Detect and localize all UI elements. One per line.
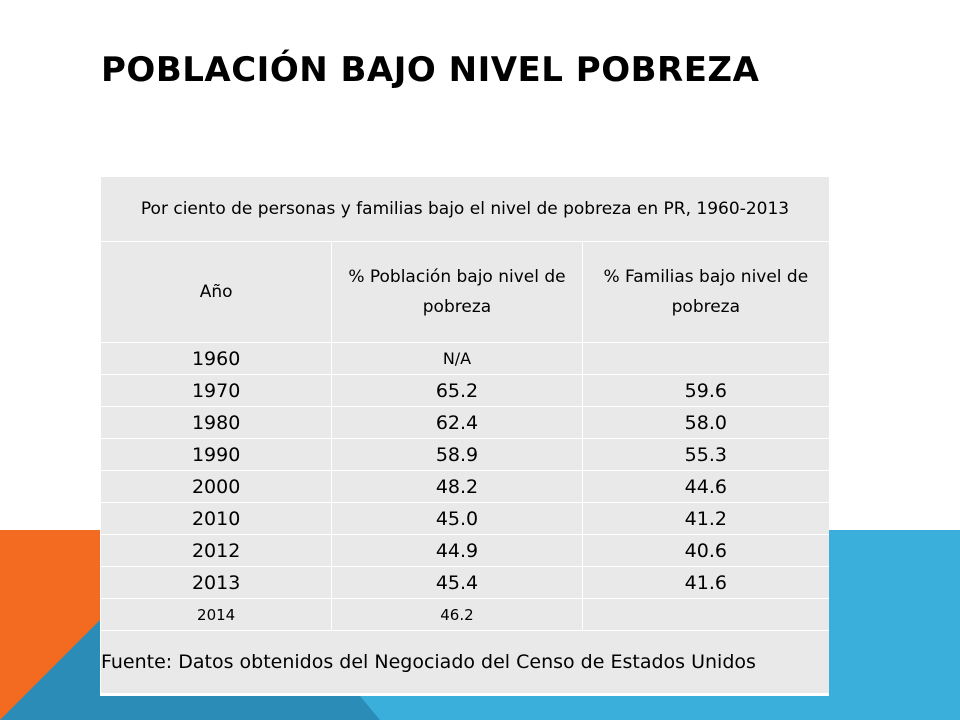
families-cell: 41.6: [581, 566, 829, 599]
dark-blue-accent-shape: [0, 620, 100, 720]
column-header-population: % Población bajo nivel de pobreza: [331, 241, 583, 343]
population-cell: 58.9: [331, 438, 583, 471]
population-cell: 46.2: [331, 598, 583, 631]
table-row: 1960 N/A: [101, 342, 829, 375]
table-row: 2012 44.9 40.6: [101, 534, 829, 567]
table-row: 1990 58.9 55.3: [101, 438, 829, 471]
families-cell: 44.6: [581, 470, 829, 503]
year-cell: 2014: [101, 598, 332, 631]
population-cell: 65.2: [331, 374, 583, 407]
table-source-note: Fuente: Datos obtenidos del Negociado de…: [101, 630, 829, 693]
table-row: 2014 46.2: [101, 598, 829, 631]
year-cell: 1970: [101, 374, 332, 407]
poverty-table: Por ciento de personas y familias bajo e…: [101, 177, 829, 693]
year-cell: 1960: [101, 342, 332, 375]
table-row: 1970 65.2 59.6: [101, 374, 829, 407]
light-blue-accent-shape: [829, 530, 960, 720]
families-cell: 55.3: [581, 438, 829, 471]
families-cell: 40.6: [581, 534, 829, 567]
year-cell: 2012: [101, 534, 332, 567]
bottom-dark-blue-band: [100, 696, 380, 720]
table-source-row: Fuente: Datos obtenidos del Negociado de…: [101, 630, 829, 693]
table-caption-row: Por ciento de personas y familias bajo e…: [101, 177, 829, 242]
year-cell: 2000: [101, 470, 332, 503]
population-cell: 45.4: [331, 566, 583, 599]
population-cell: 44.9: [331, 534, 583, 567]
population-cell: 62.4: [331, 406, 583, 439]
year-cell: 2010: [101, 502, 332, 535]
population-cell: 45.0: [331, 502, 583, 535]
table-row: 2013 45.4 41.6: [101, 566, 829, 599]
table-header-row: Año % Población bajo nivel de pobreza % …: [101, 241, 829, 343]
table-row: 1980 62.4 58.0: [101, 406, 829, 439]
year-cell: 1980: [101, 406, 332, 439]
column-header-year: Año: [101, 241, 332, 343]
families-cell: 58.0: [581, 406, 829, 439]
families-cell: [581, 342, 829, 375]
population-cell: 48.2: [331, 470, 583, 503]
slide-title: POBLACIÓN BAJO NIVEL POBREZA: [101, 50, 760, 90]
table-caption: Por ciento de personas y familias bajo e…: [101, 177, 829, 242]
table-row: 2010 45.0 41.2: [101, 502, 829, 535]
families-cell: [581, 598, 829, 631]
year-cell: 2013: [101, 566, 332, 599]
year-cell: 1990: [101, 438, 332, 471]
population-cell: N/A: [331, 342, 583, 375]
families-cell: 41.2: [581, 502, 829, 535]
families-cell: 59.6: [581, 374, 829, 407]
table-row: 2000 48.2 44.6: [101, 470, 829, 503]
column-header-families: % Familias bajo nivel de pobreza: [581, 241, 829, 343]
